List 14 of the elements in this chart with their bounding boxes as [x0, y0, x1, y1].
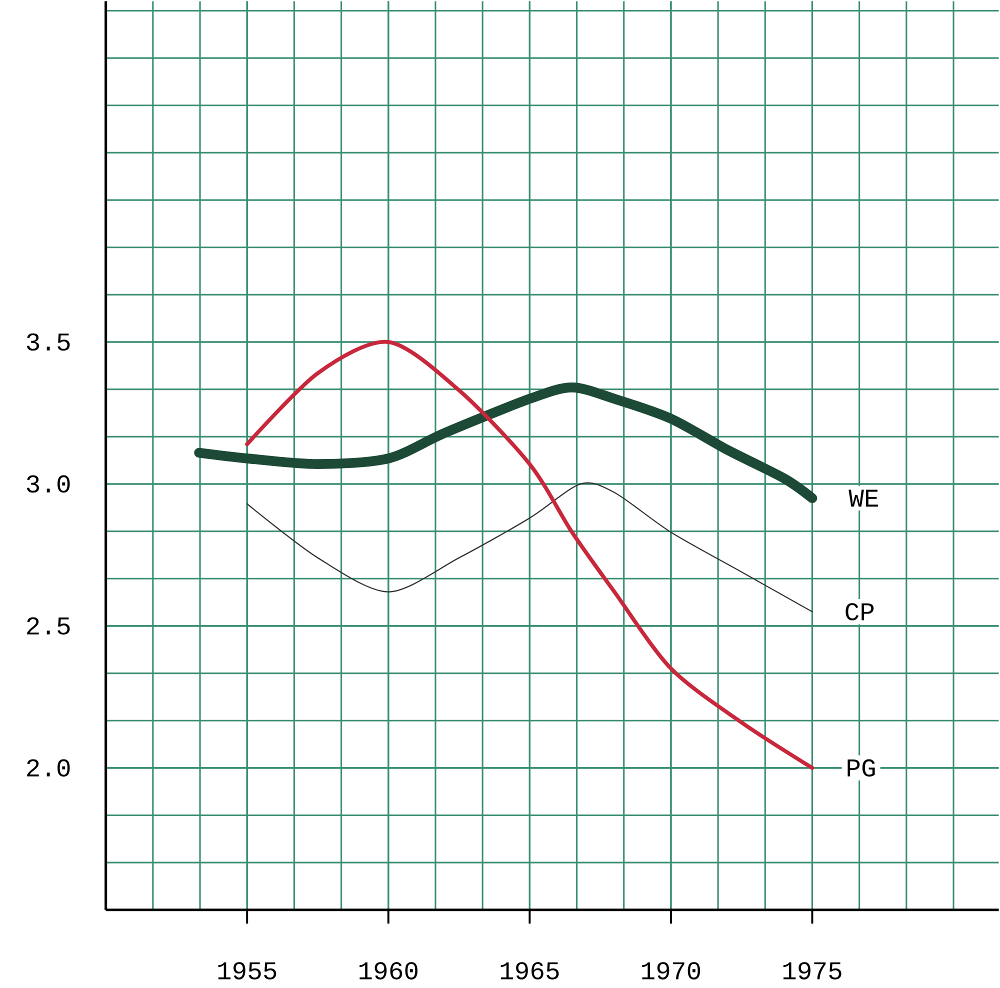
line-series — [245, 340, 814, 770]
y-tick-label: 2.0 — [27, 759, 70, 777]
x-tick-label: 1965 — [500, 962, 559, 980]
y-tick-label: 3.0 — [26, 475, 70, 493]
y-tick-label: 2.5 — [27, 617, 70, 635]
series-label: CP — [846, 603, 874, 620]
x-tick-label: 1970 — [642, 962, 700, 980]
x-tick-label: 1960 — [360, 962, 418, 980]
series-label: WE — [848, 490, 878, 507]
line-series — [246, 482, 813, 612]
y-tick-label: 3.5 — [26, 333, 70, 351]
x-tick-label: 1955 — [218, 962, 276, 980]
series-label: PG — [848, 759, 875, 777]
x-tick-label: 1975 — [783, 962, 842, 980]
